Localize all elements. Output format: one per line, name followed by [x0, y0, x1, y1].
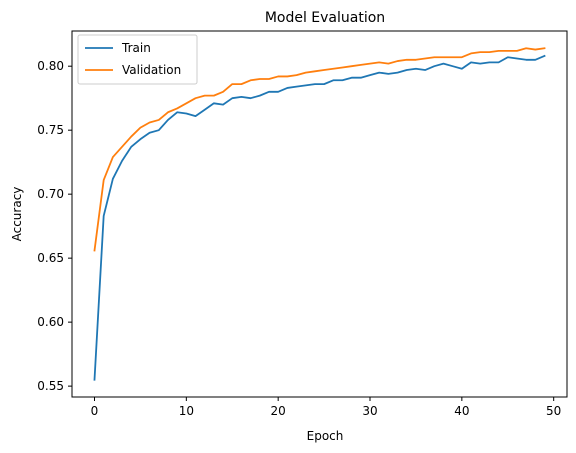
x-axis: 0 10 20 30 40 50	[91, 397, 561, 418]
series-line-validation	[93, 47, 546, 252]
series-lines	[93, 47, 546, 381]
x-tick-label: 30	[362, 404, 377, 418]
series-line-train	[93, 54, 546, 381]
plot-area: 0 10 20 30 40 50 0.55 0.60 0.65 0.70 0.75 0.80	[37, 30, 568, 418]
x-axis-label: Epoch	[307, 429, 344, 443]
axes-frame	[71, 30, 568, 398]
x-tick-label: 0	[91, 404, 99, 418]
y-tick-label: 0.80	[37, 59, 64, 73]
x-tick-label: 20	[271, 404, 286, 418]
y-axis: 0.55 0.60 0.65 0.70 0.75 0.80	[37, 59, 72, 393]
legend: Train Validation	[77, 34, 198, 85]
y-tick-label: 0.55	[37, 379, 64, 393]
x-tick-label: 40	[454, 404, 469, 418]
y-axis-label: Accuracy	[10, 187, 24, 242]
y-tick-label: 0.65	[37, 251, 64, 265]
chart-title: Model Evaluation	[265, 10, 385, 26]
axes-background	[72, 31, 567, 397]
y-tick-label: 0.60	[37, 315, 64, 329]
y-tick-label: 0.75	[37, 123, 64, 137]
y-tick-label: 0.70	[37, 187, 64, 201]
legend-label-validation: Validation	[122, 63, 181, 77]
x-tick-label: 10	[179, 404, 194, 418]
x-tick-label: 50	[546, 404, 561, 418]
legend-label-train: Train	[121, 41, 151, 55]
